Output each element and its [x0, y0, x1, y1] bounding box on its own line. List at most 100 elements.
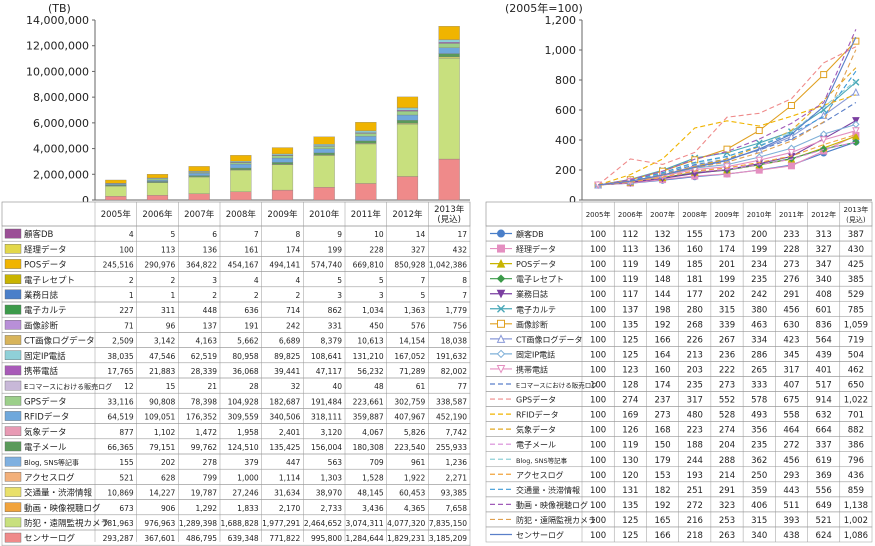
right-table-cell: 836	[816, 320, 832, 330]
left-table-cell: 669,810	[353, 261, 384, 270]
right-table-cell: 274	[622, 396, 638, 406]
left-table-cell: 61	[416, 382, 426, 391]
right-table-cell: 664	[816, 426, 832, 436]
left-year-label: 2010年	[309, 209, 340, 220]
right-table-cell: 100	[590, 441, 606, 451]
right-table-cell: 136	[654, 245, 670, 255]
bar-segment	[355, 130, 377, 133]
legend-swatch	[4, 335, 22, 345]
right-unit-label: (2005年=100)	[505, 1, 583, 15]
line-marker	[496, 349, 506, 359]
right-table-cell: 267	[719, 335, 735, 345]
left-table-cell: 242	[286, 321, 301, 330]
right-table-cell: 222	[719, 365, 735, 375]
right-year-label: 2013年	[843, 205, 868, 214]
left-table-cell: 486,795	[186, 534, 217, 543]
right-year-label: 2006年	[618, 210, 643, 219]
right-table-cell: 276	[783, 275, 799, 285]
right-table-cell: 380	[751, 305, 767, 315]
right-table-cell: 393	[783, 516, 799, 526]
right-table-cell: 701	[848, 411, 864, 421]
right-table-cell: 100	[590, 456, 606, 466]
right-table-cell: 675	[783, 396, 799, 406]
right-table-cell: 250	[751, 471, 767, 481]
left-table-cell: 756	[453, 321, 468, 330]
bar-segment	[271, 155, 294, 159]
left-table-cell: 302,759	[394, 397, 425, 406]
left-year-label: (見込)	[437, 214, 461, 225]
right-table-cell: 112	[622, 230, 638, 240]
right-table-cell: 204	[719, 441, 735, 451]
bar-segment	[438, 47, 460, 54]
bar-segment	[188, 193, 210, 201]
bar-segment	[355, 140, 377, 144]
right-table-cell: 630	[783, 320, 799, 330]
left-y-tick-label: 2,000,000	[33, 168, 89, 181]
bar-segment	[271, 162, 294, 165]
legend-swatch	[4, 274, 22, 285]
left-table-cell: 4	[254, 276, 259, 285]
left-row-label: 固定IP電話	[24, 351, 66, 362]
right-table-cell: 100	[590, 501, 606, 511]
left-table-cell: 2,509	[112, 337, 134, 346]
right-table-cell: 125	[622, 335, 638, 345]
left-table-cell: 99,762	[191, 443, 217, 452]
left-table-cell: 245,516	[103, 261, 134, 270]
bar-segment	[188, 177, 210, 194]
left-table-cell: 131,210	[353, 352, 384, 361]
bar-segment	[396, 96, 419, 108]
left-table-cell: 995,800	[311, 534, 342, 543]
left-table-cell: 6	[212, 230, 217, 239]
right-table-cell: 340	[816, 275, 832, 285]
left-table-cell: 5	[379, 276, 384, 285]
left-row-label: Eコマースにおける販売ログ	[24, 382, 112, 391]
right-row-label: GPSデータ	[516, 395, 556, 405]
right-table-cell: 504	[848, 350, 864, 360]
right-year-label: 2012年	[811, 210, 836, 219]
bar-segment	[396, 120, 419, 124]
right-table-cell: 174	[719, 245, 735, 255]
right-table-cell: 359	[751, 486, 767, 496]
right-table-cell: 463	[751, 320, 767, 330]
right-year-label: 2008年	[682, 210, 707, 219]
right-year-label: 2011年	[779, 210, 804, 219]
left-table-cell: 636	[244, 306, 259, 315]
legend-swatch	[4, 487, 22, 497]
bar-segment	[271, 153, 294, 156]
right-table-cell: 100	[590, 275, 606, 285]
legend-swatch	[4, 456, 22, 467]
right-table-cell: 155	[687, 230, 703, 240]
left-table-cell: 309,559	[228, 413, 259, 422]
left-table-cell: 15	[166, 382, 176, 391]
left-table-cell: 48	[374, 382, 384, 391]
bar-segment	[230, 169, 252, 192]
right-table-cell: 100	[590, 290, 606, 300]
bar-segment	[146, 178, 169, 181]
left-table-cell: 7,658	[446, 504, 468, 513]
left-table-cell: 28,339	[191, 367, 217, 376]
right-y-tick-label: 1,000	[545, 44, 577, 57]
right-row-label: 気象データ	[516, 425, 556, 435]
right-table-cell: 274	[719, 426, 735, 436]
right-table-cell: 914	[816, 396, 832, 406]
left-table-cell: 3,074,311	[345, 519, 383, 528]
left-table-cell: 862	[328, 306, 343, 315]
line-marker	[496, 259, 506, 268]
left-row-label: GPSデータ	[24, 396, 67, 407]
left-table-cell: 673	[119, 504, 134, 513]
bar-segment	[105, 179, 127, 184]
left-table-cell: 176,352	[186, 413, 217, 422]
right-table-cell: 578	[751, 396, 767, 406]
left-table-cell: 2,733	[321, 504, 343, 513]
left-table-cell: 202	[161, 458, 176, 467]
left-table-cell: 1,102	[154, 428, 176, 437]
right-row-label: 電子メール	[516, 441, 556, 450]
right-row-label: 電子カルテ	[516, 305, 556, 314]
right-table-cell: 521	[816, 516, 832, 526]
right-table-cell: 265	[751, 365, 767, 375]
right-year-label: (見込)	[846, 215, 866, 224]
left-table-cell: 450	[369, 321, 384, 330]
left-table-cell: 17,765	[107, 367, 133, 376]
legend-swatch	[4, 320, 22, 330]
left-table-cell: 56,232	[357, 367, 383, 376]
